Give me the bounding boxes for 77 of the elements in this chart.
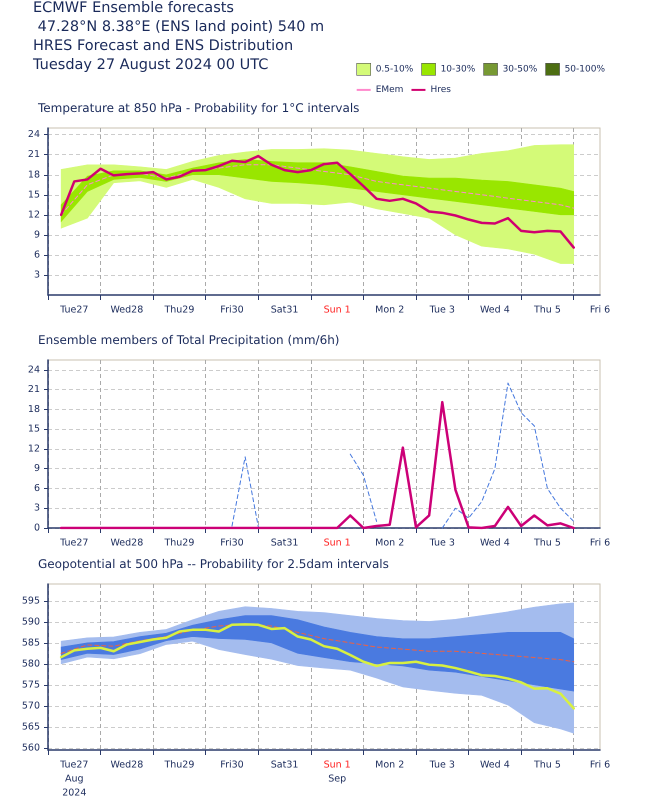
y-tick-label: 3: [34, 269, 40, 280]
legend-label: 30-50%: [502, 64, 538, 74]
x-tick-label: Fri 6: [590, 538, 610, 548]
y-tick-label: 24: [28, 364, 40, 376]
line-series: [60, 623, 575, 710]
x-tick-label: Thu29: [163, 304, 194, 316]
x-tick-label: Wed28: [110, 538, 144, 548]
x-tick-label: Fri30: [220, 304, 244, 316]
x-tick-label: Tue 3: [428, 760, 455, 770]
x-tick-label: Sun 1: [324, 538, 351, 548]
y-tick-label: 24: [28, 129, 40, 140]
x-tick-label: Tue 3: [428, 304, 455, 316]
x-tick-label: Sat31: [270, 760, 298, 770]
x-tick-label: Wed 4: [480, 760, 510, 770]
y-tick-label: 560: [22, 742, 40, 754]
text: ECMWF Ensemble forecasts: [33, 0, 234, 16]
legend-label: 50-100%: [564, 64, 606, 74]
line-series: [60, 164, 574, 216]
x-tick-label: Thu 5: [532, 538, 561, 548]
y-tick-label: 18: [28, 404, 40, 415]
y-tick-label: 565: [22, 721, 40, 732]
legend-label: Hres: [430, 84, 452, 95]
y-tick-label: 0: [34, 522, 40, 534]
y-tick-label: 590: [22, 616, 40, 628]
y-tick-label: 15: [28, 424, 40, 435]
y-tick-label: 3: [34, 502, 40, 514]
y-tick-label: 21: [28, 384, 40, 396]
x-tick-label: Thu 5: [532, 760, 561, 770]
x-tick-label: Mon 2: [375, 538, 404, 548]
text: 47.28°N 8.38°E (ENS land point) 540 m: [38, 19, 324, 35]
x-tick-label: Wed 4: [480, 304, 510, 316]
chart-title: Temperature at 850 hPa - Probability for 1°C intervals: [37, 101, 360, 115]
x-tick-label: Sun 1: [324, 304, 351, 316]
chart-title: Ensemble members of Total Precipitation (mm/6h): [38, 333, 340, 347]
y-tick-label: 15: [28, 189, 40, 200]
x-tick-label: Mon 2: [375, 304, 404, 316]
x-tick-label: Thu29: [163, 760, 194, 770]
x-tick-label: Tue27: [59, 538, 88, 548]
x-tick-label: Thu 5: [532, 304, 561, 316]
text: HRES Forecast and ENS Distribution: [33, 38, 294, 54]
x-tick-label: Mon 2: [375, 760, 404, 770]
x-tick-label: Fri 6: [590, 304, 610, 316]
y-tick-label: 21: [28, 149, 40, 160]
y-tick-label: 6: [34, 249, 40, 260]
x-tick-label: Sun 1 Sep: [324, 760, 351, 784]
x-tick-label: Fri 6: [590, 760, 610, 770]
text: Tuesday 27 August 2024 00 UTC: [33, 57, 268, 73]
line-series: [60, 623, 574, 662]
legend-label: EMem: [376, 84, 404, 95]
y-tick-label: 570: [22, 700, 40, 712]
y-tick-label: 580: [22, 658, 40, 670]
x-tick-label: Wed28: [110, 304, 144, 316]
x-tick-label: Sat31: [270, 538, 298, 548]
x-tick-label: Fri30: [220, 538, 244, 548]
x-tick-label: Fri30: [220, 760, 244, 770]
x-tick-label: Tue 3: [428, 538, 455, 548]
x-tick-label: Thu29: [163, 538, 194, 548]
chart-title: Geopotential at 500 hPa -- Probability for 2.5dam intervals: [38, 557, 389, 571]
y-tick-label: 585: [22, 637, 40, 648]
line-series: [60, 400, 575, 530]
y-tick-label: 12: [28, 209, 40, 220]
y-tick-label: 9: [34, 229, 40, 240]
x-tick-label: Wed28: [110, 760, 144, 770]
y-tick-label: 12: [28, 443, 40, 454]
x-tick-label: Sat31: [270, 304, 298, 316]
y-tick-label: 575: [22, 679, 40, 690]
x-tick-label: Tue27 Aug 2024: [59, 760, 88, 798]
line-series: [60, 154, 575, 249]
y-tick-label: 595: [22, 595, 40, 606]
y-tick-label: 9: [34, 463, 40, 474]
y-tick-label: 6: [34, 482, 40, 494]
legend-label: 0.5-10%: [376, 64, 414, 74]
x-tick-label: Wed 4: [480, 538, 510, 548]
line-series: [442, 382, 574, 528]
x-tick-label: Tue27: [59, 304, 88, 316]
legend-label: 10-30%: [440, 64, 476, 74]
y-tick-label: 18: [28, 169, 40, 180]
